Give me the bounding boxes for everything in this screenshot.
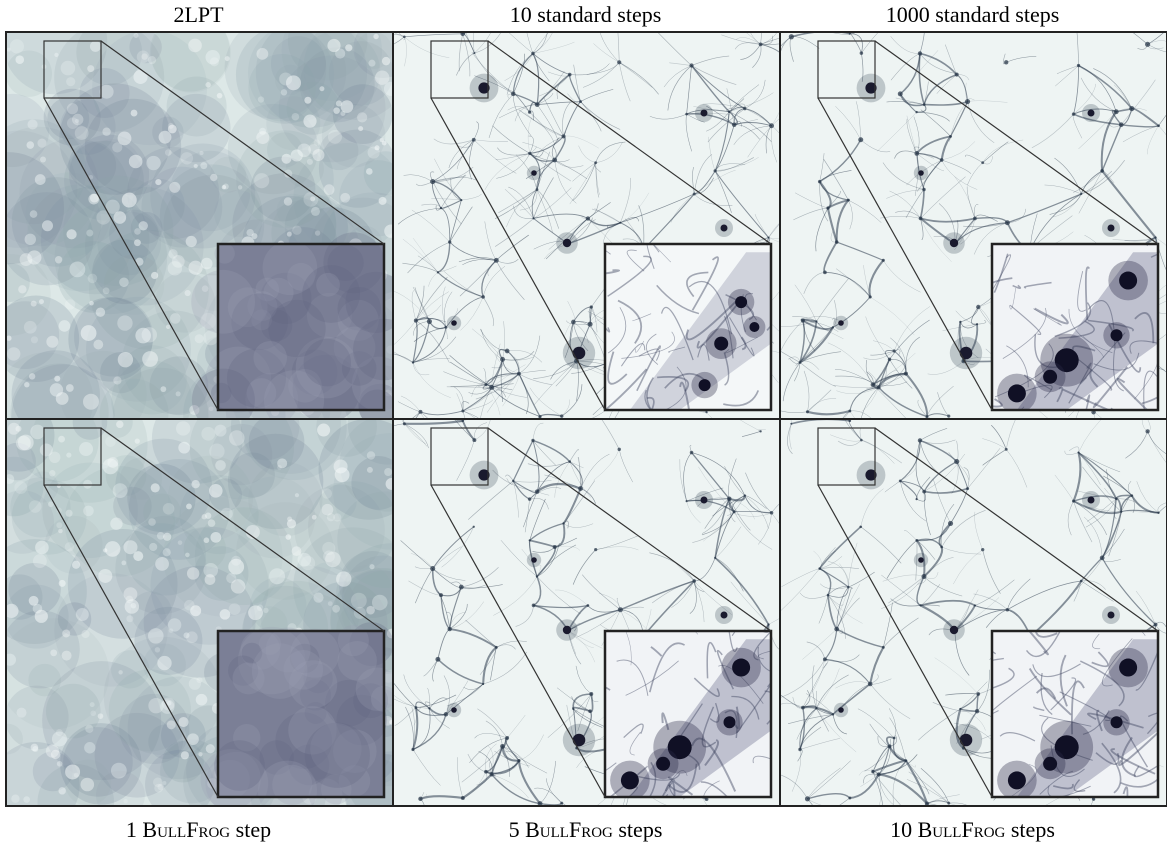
panel-2lpt <box>7 33 392 418</box>
panel-10-standard <box>394 33 779 418</box>
title-2lpt: 2LPT <box>173 2 224 27</box>
caption-1-bullfrog-step: 1 BullFrog step <box>125 817 272 842</box>
panel-1-bullfrog <box>7 420 392 805</box>
panel-1000-standard <box>781 33 1166 418</box>
caption-10-bullfrog-steps: 10 BullFrog steps <box>890 817 1055 842</box>
title-10-standard-steps: 10 standard steps <box>509 2 662 27</box>
panel-grid <box>5 31 1167 807</box>
caption-5-bullfrog-steps: 5 BullFrog steps <box>508 817 663 842</box>
panel-5-bullfrog <box>394 420 779 805</box>
panel-10-bullfrog <box>781 420 1166 805</box>
title-1000-standard-steps: 1000 standard steps <box>885 2 1060 27</box>
